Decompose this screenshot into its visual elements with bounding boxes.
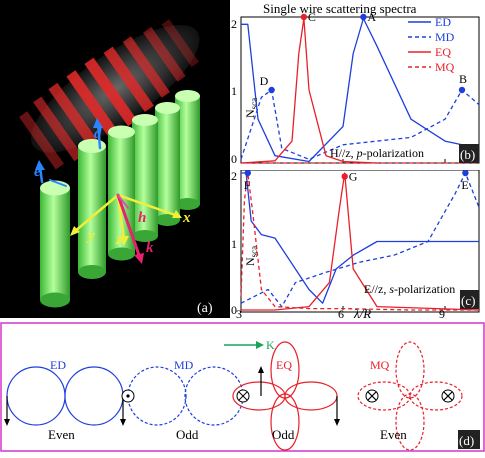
series-line-ed: [241, 17, 480, 163]
axis-letters: x y z k h d e: [34, 126, 191, 256]
ed-parity-label: Even: [48, 427, 75, 442]
s-polarization-chart: 2 1 0 Nsca EFG E//z, s-polarization (c) …: [231, 169, 480, 321]
point-marker-b: [458, 86, 466, 94]
legend-item-mq: MQ: [408, 60, 455, 74]
ytick-0: 0: [231, 303, 237, 317]
wire: [132, 114, 158, 242]
series-line-md: [240, 172, 480, 308]
mq-pattern: MQ Even: [357, 341, 463, 451]
eq-pattern-label: EQ: [276, 358, 292, 372]
ytick-1: 1: [231, 84, 237, 98]
mq-pattern-label: MQ: [370, 358, 390, 372]
d-letter: d: [94, 126, 102, 142]
p-polarization-chart: Single wire scattering spectra 2 1 0 Nsc…: [231, 1, 480, 166]
panel-label-c: (c): [461, 293, 475, 308]
ed-pattern: ED Even: [4, 358, 126, 442]
ed-pattern-label: ED: [50, 358, 66, 372]
h-letter: h: [138, 210, 146, 226]
x-axis-label: λ/R: [353, 306, 371, 318]
legend-item-ed: ED: [408, 15, 451, 29]
marked-points: A B C D: [260, 10, 467, 94]
series-line-ed: [241, 172, 479, 304]
spectra-title: Single wire scattering spectra: [263, 1, 417, 16]
ytick-2: 2: [231, 17, 237, 31]
eq-pattern: EQ Odd: [232, 341, 340, 451]
ylabel-sub: sca: [249, 98, 259, 110]
ylabel-sub: sca: [249, 246, 259, 258]
panel-label-a: (a): [197, 301, 213, 316]
point-marker-c: [300, 13, 308, 21]
legend-label-eq: EQ: [435, 45, 451, 59]
series-line-eq: [241, 172, 480, 311]
point-label-a: A: [367, 10, 376, 24]
y-axis-label: Nsca: [243, 98, 259, 118]
panel-a-illustration: x y z k h d e (a): [0, 0, 230, 318]
polarization-annotation: E//z, s-polarization: [364, 282, 455, 296]
ytick-0: 0: [231, 152, 237, 166]
k-letter: k: [146, 240, 154, 256]
ylabel-main: N: [243, 257, 257, 266]
k-vector-label: K: [266, 338, 275, 352]
point-label-f: F: [244, 178, 251, 192]
svg-text:Nsca: Nsca: [243, 98, 259, 118]
xtick-3: 3: [236, 307, 242, 318]
ytick-1: 1: [231, 237, 237, 251]
legend: ED MD EQ MQ: [408, 15, 455, 74]
xtick-9: 9: [439, 307, 445, 318]
panel-b-spectrum: Single wire scattering spectra 2 1 0 Nsc…: [230, 0, 485, 170]
wire: [40, 180, 70, 308]
point-marker-g: [341, 173, 348, 180]
z-axis-letter: z: [115, 232, 122, 248]
point-label-e: E: [461, 178, 468, 192]
xtick-6: 6: [338, 307, 344, 318]
series-curves: [240, 172, 480, 311]
y-axis-label: Nsca: [243, 246, 259, 266]
md-pattern-label: MD: [174, 358, 194, 372]
panel-d-radiation-patterns: K ED Even MD Odd: [0, 322, 485, 453]
point-marker-e: [462, 169, 469, 177]
marked-points: E F G: [244, 169, 469, 192]
point-label-b: B: [459, 72, 467, 86]
incident-beam: [19, 19, 200, 170]
eq-parity-label: Odd: [272, 427, 295, 442]
mq-parity-label: Even: [380, 427, 407, 442]
point-label-d: D: [260, 74, 269, 88]
point-label-c: C: [308, 10, 316, 24]
polarization-annotation: H//z, p-polarization: [330, 146, 424, 160]
panel-label-b: (b): [460, 147, 475, 162]
legend-label-md: MD: [435, 30, 455, 44]
y-axis-letter: y: [86, 228, 95, 244]
k-vector-arrow: K: [224, 338, 275, 352]
point-marker-a: [360, 13, 367, 21]
x-axis-letter: x: [182, 210, 191, 226]
e-letter: e: [34, 164, 41, 180]
wire: [155, 102, 180, 226]
series-line-mq: [240, 172, 479, 311]
radiation-patterns: K ED Even MD Odd: [0, 322, 485, 452]
legend-item-eq: EQ: [408, 45, 451, 59]
legend-label-ed: ED: [435, 15, 451, 29]
wire: [108, 125, 135, 261]
point-marker-f: [244, 169, 251, 177]
md-pattern: MD Odd: [121, 358, 250, 442]
svg-text:Nsca: Nsca: [243, 246, 259, 266]
coordinate-axes: [35, 118, 182, 264]
legend-label-mq: MQ: [435, 60, 455, 74]
legend-item-md: MD: [408, 30, 455, 44]
ytick-2: 2: [231, 170, 237, 183]
point-label-g: G: [349, 170, 358, 183]
wire-array-illustration: x y z k h d e (a): [19, 19, 213, 316]
ylabel-main: N: [243, 109, 257, 118]
point-marker-d: [268, 86, 275, 94]
series-line-md: [240, 89, 480, 160]
panel-label-d: (d): [459, 433, 474, 448]
pattern-frame: [0, 322, 485, 452]
md-parity-label: Odd: [176, 427, 199, 442]
